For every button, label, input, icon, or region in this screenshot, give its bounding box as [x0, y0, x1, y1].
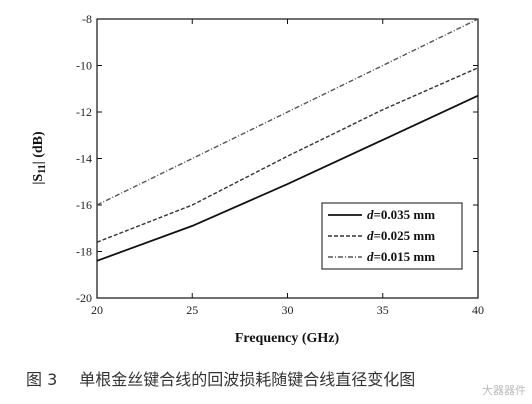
- legend-box: [321, 202, 463, 270]
- legend-label: d=0.015 mm: [367, 249, 435, 264]
- watermark: 大器器件: [482, 384, 526, 397]
- y-tick-label: -18: [76, 245, 92, 259]
- caption-text: 单根金丝键合线的回波损耗随键合线直径变化图: [79, 370, 416, 389]
- legend-label: d=0.035 mm: [367, 207, 435, 222]
- x-tick-label: 30: [282, 303, 294, 317]
- chart: 20 25 30 35 40 -20 -18 -16 -14 -12 -10 -8 Frequency…: [31, 12, 484, 346]
- series-layer: [96, 18, 479, 262]
- x-tick-label: 25: [186, 303, 198, 317]
- series-line-2: [96, 67, 479, 243]
- legend-entries: d=0.035 mm d=0.025 mm d=0.015 mm: [328, 207, 435, 264]
- axis-ticks: 20 25 30 35 40 -20 -18 -16 -14 -12 -10 -8: [76, 12, 484, 317]
- legend-label: d=0.025 mm: [367, 228, 435, 243]
- y-tick-label: -10: [76, 59, 92, 73]
- y-tick-label: -8: [82, 12, 92, 26]
- series-line-3: [96, 18, 479, 206]
- figure-number: 图 3: [26, 370, 58, 389]
- series-line-1: [96, 94, 479, 262]
- y-tick-label: -14: [76, 152, 92, 166]
- x-tick-label: 35: [377, 303, 389, 317]
- y-tick-label: -12: [76, 105, 92, 119]
- x-tick-label: 40: [472, 303, 484, 317]
- y-tick-label: -16: [76, 198, 92, 212]
- x-axis-title: Frequency (GHz): [235, 331, 340, 346]
- legend: d=0.035 mm d=0.025 mm d=0.015 mm: [321, 202, 463, 270]
- figure-caption: 图 3 单根金丝键合线的回波损耗随键合线直径变化图: [26, 366, 415, 390]
- y-axis-title: |S11| (dB): [31, 131, 48, 185]
- x-tick-label: 20: [91, 303, 103, 317]
- y-tick-label: -20: [76, 291, 92, 305]
